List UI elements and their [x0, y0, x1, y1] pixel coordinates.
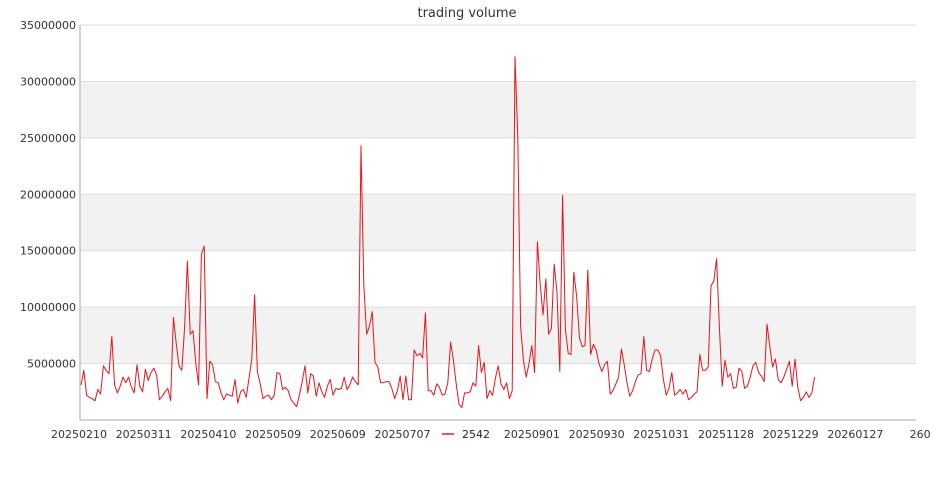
chart-title: trading volume [417, 6, 516, 21]
x-tick-label: 20250930 [569, 428, 625, 441]
x-tick-label: 20251031 [633, 428, 689, 441]
y-tick-label: 30000000 [20, 75, 76, 88]
x-tick-label: 20250609 [310, 428, 366, 441]
y-tick-label: 25000000 [20, 132, 76, 145]
legend: 2542 [442, 428, 490, 441]
y-tick-label: 5000000 [27, 358, 76, 371]
gridlines [80, 24, 916, 365]
x-tick-label: 20251229 [763, 428, 819, 441]
x-tick-label: 260 [910, 428, 931, 441]
axes [79, 25, 916, 421]
x-tick-label: 20250901 [504, 428, 560, 441]
x-tick-label: 20250509 [245, 428, 301, 441]
legend-label: 2542 [462, 428, 490, 441]
y-tick-label: 10000000 [20, 301, 76, 314]
x-tick-label: 20260127 [827, 428, 883, 441]
y-tick-labels: 5000000 10000000 15000000 20000000 25000000 3… [20, 19, 76, 371]
background-band [80, 81, 916, 138]
background-bands [80, 81, 916, 364]
series-line-2542 [80, 56, 816, 409]
x-tick-label: 20250210 [51, 428, 107, 441]
y-tick-label: 20000000 [20, 188, 76, 201]
x-tick-labels: 20250210 20250311 20250410 20250509 20250609… [51, 428, 931, 441]
x-tick-label: 20250311 [116, 428, 172, 441]
x-tick-label: 20250707 [375, 428, 431, 441]
background-band [80, 194, 916, 251]
y-tick-label: 35000000 [20, 19, 76, 32]
x-tick-label: 20251128 [698, 428, 754, 441]
x-tick-label: 20250410 [180, 428, 236, 441]
background-band [80, 307, 916, 364]
y-tick-label: 15000000 [20, 245, 76, 258]
